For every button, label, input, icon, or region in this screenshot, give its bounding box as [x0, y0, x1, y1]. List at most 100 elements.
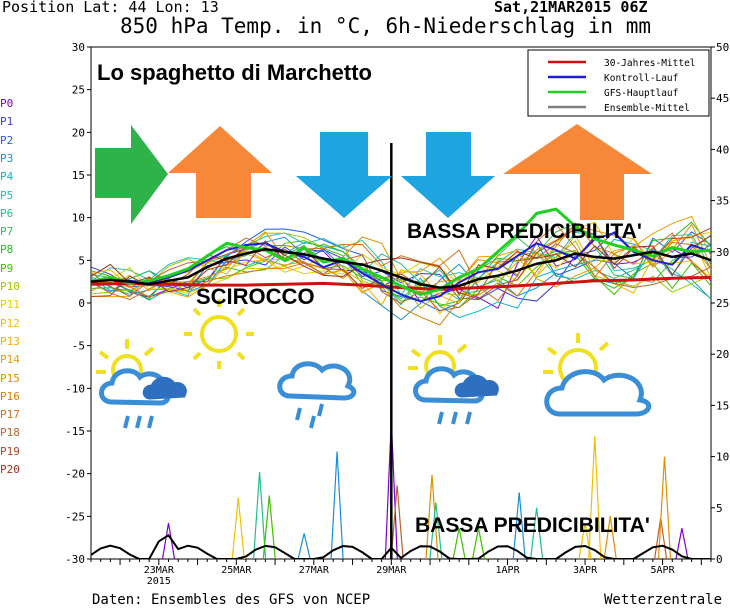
- y-left-tick-label: 10: [72, 212, 85, 225]
- precip-spike: [452, 528, 466, 559]
- x-tick-label: 23MAR: [144, 565, 175, 576]
- y-right-tick-label: 20: [716, 348, 729, 361]
- y-left-tick-label: -5: [72, 340, 85, 353]
- legend-label: Kontroll-Lauf: [604, 73, 678, 84]
- precip-spike: [512, 492, 526, 559]
- member-label: P1: [0, 115, 14, 129]
- y-right-tick-label: 25: [716, 297, 729, 310]
- y-right-tick-label: 35: [716, 195, 729, 208]
- sun-cloud-rain-icon: [96, 339, 187, 429]
- precipitation-layer: [91, 420, 711, 559]
- y-right-tick-label: 30: [716, 246, 729, 259]
- y-right-tick-label: 40: [716, 143, 729, 156]
- cloud-rain-icon: [277, 361, 357, 429]
- member-label: P4: [0, 170, 14, 184]
- precip-spike: [297, 533, 311, 559]
- sun-icon: [184, 299, 254, 369]
- member-label: P11: [0, 298, 20, 312]
- low-predictability-bottom-label: BASSA PREDICIBILITA': [415, 514, 650, 537]
- precip-spike: [161, 523, 176, 559]
- arrow-row: [95, 124, 652, 224]
- member-line: [91, 234, 711, 306]
- x-tick-label: 25MAR: [221, 565, 252, 576]
- x-tick-label: 1APR: [496, 565, 521, 576]
- precip-spike: [675, 528, 689, 559]
- legend-label: Ensemble-Mittel: [604, 103, 690, 114]
- member-label: P13: [0, 334, 20, 348]
- right-arrow-icon: [95, 125, 168, 224]
- y-right-tick-label: 45: [716, 92, 729, 105]
- member-line: [91, 223, 711, 302]
- member-label: P9: [0, 261, 14, 275]
- precip-spike: [390, 485, 404, 559]
- x-tick-label: 27MAR: [299, 565, 330, 576]
- legend-label: GFS-Hauptlauf: [604, 88, 678, 99]
- chart-title: 850 hPa Temp. in °C, 6h-Niederschlag in …: [120, 14, 652, 38]
- member-line: [91, 223, 711, 294]
- member-label: P12: [0, 316, 20, 330]
- member-label: P19: [0, 444, 20, 458]
- y-right-tick-label: 0: [716, 553, 723, 566]
- member-label: P17: [0, 408, 20, 422]
- chart-legend: 30-Jahres-Mittel Kontroll-Lauf GFS-Hauptla…: [527, 49, 710, 117]
- y-left-tick-label: -15: [65, 425, 85, 438]
- member-label: P20: [0, 463, 20, 476]
- precip-spike: [471, 528, 486, 559]
- y-right-tick-label: 5: [716, 502, 723, 515]
- member-label: P14: [0, 353, 20, 367]
- member-label: P6: [0, 206, 14, 220]
- legend-label: 30-Jahres-Mittel: [604, 58, 696, 69]
- up-arrow-icon: [503, 124, 652, 220]
- y-left-tick-label: 0: [78, 297, 85, 310]
- down-arrow-icon: [401, 132, 495, 218]
- precip-spike: [588, 436, 602, 559]
- y-left-tick-label: -30: [65, 553, 85, 566]
- member-label: P7: [0, 225, 14, 239]
- member-label: P15: [0, 371, 20, 385]
- precip-spike: [657, 456, 672, 559]
- position-label: Position Lat: 44 Lon: 13: [2, 0, 219, 16]
- precip-spike: [530, 507, 544, 559]
- y-left-tick-label: -20: [65, 468, 85, 481]
- member-label: P18: [0, 426, 20, 440]
- series-kontroll-lauf: [91, 232, 711, 303]
- precip-spike: [429, 502, 443, 559]
- member-label: P8: [0, 243, 14, 257]
- x-tick-label: 2015: [147, 576, 171, 587]
- x-tick-label: 5APR: [651, 565, 676, 576]
- member-line: [91, 222, 711, 326]
- x-tick-label: 3APR: [573, 565, 598, 576]
- overlay-label-bg: [94, 58, 414, 88]
- precip-spike: [262, 495, 276, 559]
- member-label: P3: [0, 151, 14, 165]
- scirocco-label: SCIROCCO: [196, 284, 315, 309]
- overlay-label: Lo spaghetto di Marchetto: [97, 60, 372, 85]
- series-ensemble-mittel: [91, 247, 711, 289]
- y-left-tick-label: 30: [72, 41, 85, 54]
- y-left-tick-label: 15: [72, 169, 85, 182]
- sun-cloud-icon: [543, 333, 652, 417]
- main-lines-layer: [91, 207, 711, 303]
- series-30-jahres-mittel: [91, 275, 711, 291]
- x-tick-label: 29MAR: [376, 565, 407, 576]
- y-left-tick-label: 25: [72, 84, 85, 97]
- precip-spike: [603, 515, 617, 559]
- data-source-label: Daten: Ensembles des GFS von NCEP: [92, 592, 371, 608]
- member-label: P2: [0, 133, 14, 147]
- y-left-tick-label: -25: [65, 510, 85, 523]
- down-arrow-icon: [296, 132, 392, 218]
- up-arrow-icon: [168, 126, 272, 218]
- low-predictability-top-label: BASSA PREDICIBILITA': [407, 220, 642, 243]
- brand-label: Wetterzentrale: [604, 592, 723, 608]
- precip-mean-line: [91, 533, 711, 559]
- precip-spike: [330, 451, 344, 559]
- member-label: P10: [0, 280, 20, 293]
- y-left-tick-label: 20: [72, 126, 85, 139]
- y-right-tick-label: 50: [716, 41, 729, 54]
- y-left-tick-label: 5: [78, 254, 85, 267]
- y-left-tick-label: -10: [65, 382, 85, 395]
- series-gfs-hauptlauf: [91, 207, 711, 296]
- y-right-tick-label: 10: [716, 451, 729, 464]
- member-label: P16: [0, 389, 20, 403]
